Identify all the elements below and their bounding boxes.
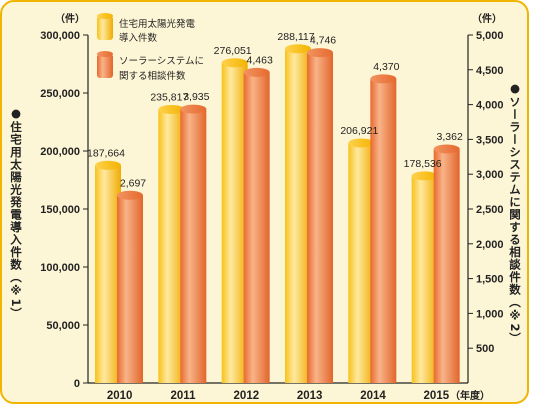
data-label-consultations: 3,935 bbox=[183, 91, 209, 103]
x-axis-category-label: 2012 bbox=[234, 390, 260, 402]
legend-label-consult-line1: ソーラーシステムに bbox=[119, 56, 204, 67]
x-axis-categories: 2010 2011 2012 2013 2014 2015 bbox=[107, 390, 450, 402]
bar-solar-installations bbox=[158, 109, 185, 384]
y-axis-left-ticks: 0 50,000 100,000 150,000 200,000 250,000 300,0… bbox=[40, 30, 88, 390]
y-right-tick-label: 4,000 bbox=[476, 100, 504, 112]
data-label-solar-installations: 178,536 bbox=[404, 158, 442, 170]
y-right-tick-label: 1,000 bbox=[476, 308, 504, 320]
y-left-tick-label: 300,000 bbox=[40, 30, 80, 42]
y-axis-left-title: ●住宅用太陽光発電導入件数（※1） bbox=[9, 106, 23, 320]
bar-consultations-cap bbox=[117, 190, 143, 200]
y-left-tick-label: 150,000 bbox=[40, 204, 80, 216]
bar-solar-installations-cap bbox=[221, 58, 248, 68]
y-left-tick-label: 0 bbox=[74, 378, 80, 390]
y-right-tick-label: 5,000 bbox=[476, 30, 504, 42]
bar-consultations-cap bbox=[370, 74, 397, 84]
y-right-tick-label: 1,500 bbox=[476, 274, 504, 286]
bar-solar-installations-cap bbox=[158, 104, 185, 114]
x-axis-category-label: 2010 bbox=[107, 390, 133, 402]
x-axis-category-label: 2013 bbox=[297, 390, 323, 402]
y-axis-left-unit: （件） bbox=[55, 12, 85, 25]
data-label-solar-installations: 288,117 bbox=[277, 31, 314, 43]
data-label-consultations: 4,370 bbox=[373, 61, 399, 73]
bar-consultations bbox=[370, 78, 397, 384]
bar-solar-installations-cap bbox=[285, 44, 311, 54]
y-right-tick-label: 3,000 bbox=[476, 169, 504, 181]
bar-consultations-cap bbox=[243, 67, 270, 77]
y-left-tick-label: 100,000 bbox=[40, 262, 80, 274]
data-label-solar-installations: 187,664 bbox=[87, 147, 125, 159]
x-axis-category-label: 2015 bbox=[424, 390, 450, 402]
y-left-tick-label: 250,000 bbox=[40, 88, 80, 100]
legend-label-solar-line2: 導入件数 bbox=[119, 32, 158, 44]
y-axis-right-title: ●ソーラーシステムに関する相談件数（※2） bbox=[508, 81, 522, 345]
bar-consultations bbox=[117, 195, 143, 383]
bar-solar-installations bbox=[285, 48, 311, 384]
y-axis-right-unit: （件） bbox=[472, 12, 502, 25]
bar-solar-installations bbox=[221, 62, 248, 383]
bar-solar-installations bbox=[348, 142, 375, 383]
y-left-tick-label: 50,000 bbox=[46, 320, 80, 332]
x-axis-category-label: 2014 bbox=[360, 390, 386, 402]
data-label-consultations: 4,746 bbox=[310, 35, 336, 47]
x-axis-unit: （年度） bbox=[450, 389, 490, 402]
legend: 住宅用太陽光発電 導入件数 ソーラーシステムに 関する相談件数 bbox=[97, 13, 204, 82]
bar-consultations-cap bbox=[180, 104, 207, 114]
data-label-solar-installations: 276,051 bbox=[214, 45, 252, 57]
x-axis-category-label: 2011 bbox=[171, 390, 197, 402]
y-right-tick-label: 2,500 bbox=[476, 204, 504, 216]
y-right-tick-label: 2,000 bbox=[476, 239, 504, 251]
data-label-solar-installations: 235,817 bbox=[150, 91, 188, 103]
y-right-tick-label: 3,500 bbox=[476, 134, 504, 146]
bars-group bbox=[95, 44, 460, 384]
legend-swatch-orange-cap bbox=[97, 51, 113, 57]
legend-swatch-yellow bbox=[97, 16, 113, 40]
bar-consultations bbox=[433, 149, 460, 383]
bar-consultations bbox=[180, 109, 207, 384]
legend-swatch-orange bbox=[97, 54, 113, 78]
legend-item-solar-installations: 住宅用太陽光発電 導入件数 bbox=[97, 13, 196, 44]
bar-consultations bbox=[243, 72, 270, 384]
bar-solar-installations-cap bbox=[95, 160, 121, 170]
bar-consultations-cap bbox=[433, 144, 460, 154]
data-label-consultations: 4,463 bbox=[247, 54, 273, 66]
legend-item-consultations: ソーラーシステムに 関する相談件数 bbox=[97, 51, 204, 82]
bar-solar-installations bbox=[95, 165, 121, 383]
data-label-consultations: 3,362 bbox=[437, 131, 463, 143]
legend-label-consult-line2: 関する相談件数 bbox=[119, 70, 186, 82]
bar-solar-installations-cap bbox=[348, 138, 375, 148]
bar-solar-installations bbox=[411, 175, 438, 383]
data-label-consultations: 2,697 bbox=[120, 177, 146, 189]
bar-consultations-cap bbox=[307, 48, 333, 58]
bar-consultations bbox=[307, 52, 333, 383]
y-right-tick-label: 500 bbox=[476, 343, 494, 355]
bar-solar-installations-cap bbox=[411, 171, 438, 181]
y-left-tick-label: 200,000 bbox=[40, 146, 80, 158]
y-right-tick-label: 4,500 bbox=[476, 65, 504, 77]
legend-swatch-yellow-cap bbox=[97, 13, 113, 19]
data-label-solar-installations: 206,921 bbox=[340, 125, 378, 137]
chart-canvas: 0 50,000 100,000 150,000 200,000 250,000 300,0… bbox=[9, 12, 522, 402]
legend-label-solar-line1: 住宅用太陽光発電 bbox=[119, 18, 196, 30]
y-axis-right-ticks: 500 1,000 1,500 2,000 2,500 3,000 3,500 4,000 4,… bbox=[468, 30, 504, 355]
